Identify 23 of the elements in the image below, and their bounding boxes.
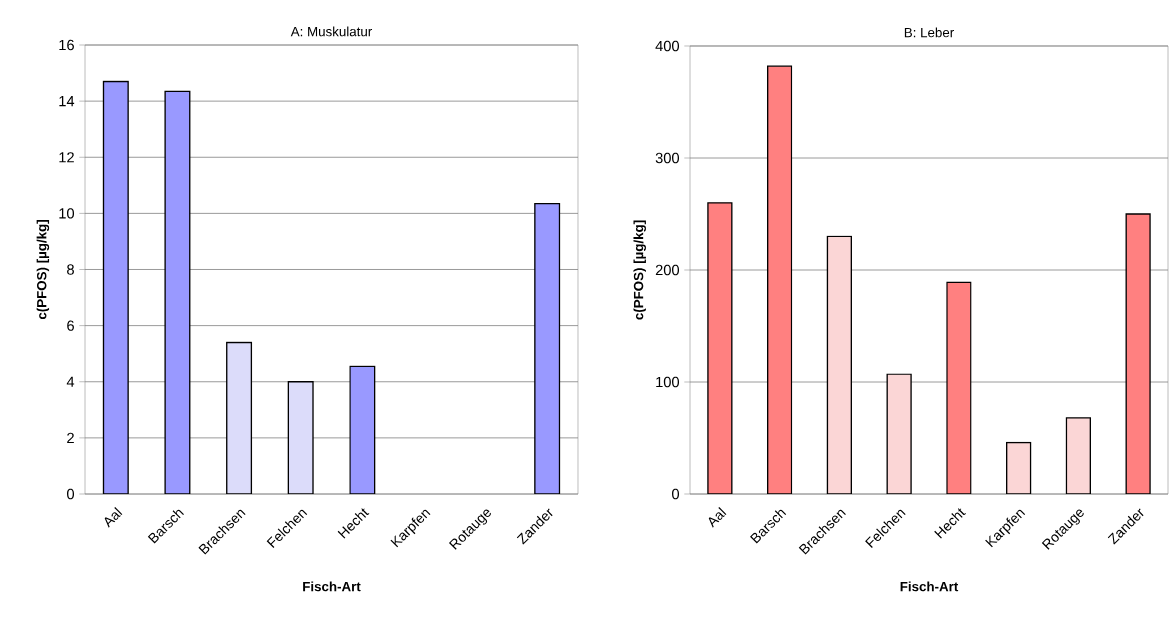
y-tick-label: 14 bbox=[59, 96, 75, 107]
y-tick-label: 10 bbox=[59, 208, 75, 219]
x-tick-label: Aal bbox=[104, 507, 123, 528]
x-axis-title: Fisch-Art bbox=[900, 581, 959, 592]
y-tick-label: 0 bbox=[67, 488, 75, 500]
x-tick-label: Aal bbox=[708, 507, 727, 528]
y-tick-label: 2 bbox=[67, 432, 74, 443]
bar bbox=[946, 281, 972, 494]
x-axis-title: Fisch-Art bbox=[303, 581, 361, 592]
y-tick-label: 100 bbox=[656, 376, 680, 388]
y-tick-label: 16 bbox=[59, 39, 74, 51]
chart-title: A: Muskulatur bbox=[290, 26, 373, 37]
y-tick-label: 6 bbox=[67, 320, 74, 331]
y-tick-label: 12 bbox=[59, 152, 74, 163]
y-tick-label: 4 bbox=[66, 376, 75, 387]
y-axis-title: c(PFOS) [µg/kg] bbox=[633, 220, 646, 320]
y-axis-title: c(PFOS) [µg/kg] bbox=[36, 220, 50, 320]
chart-title: B: Leber bbox=[904, 27, 954, 38]
y-tick-label: 300 bbox=[655, 152, 680, 164]
y-tick-label: 8 bbox=[67, 264, 74, 275]
y-tick-label: 200 bbox=[655, 264, 680, 276]
y-tick-label: 0 bbox=[672, 488, 680, 500]
y-tick-label: 400 bbox=[655, 40, 680, 52]
